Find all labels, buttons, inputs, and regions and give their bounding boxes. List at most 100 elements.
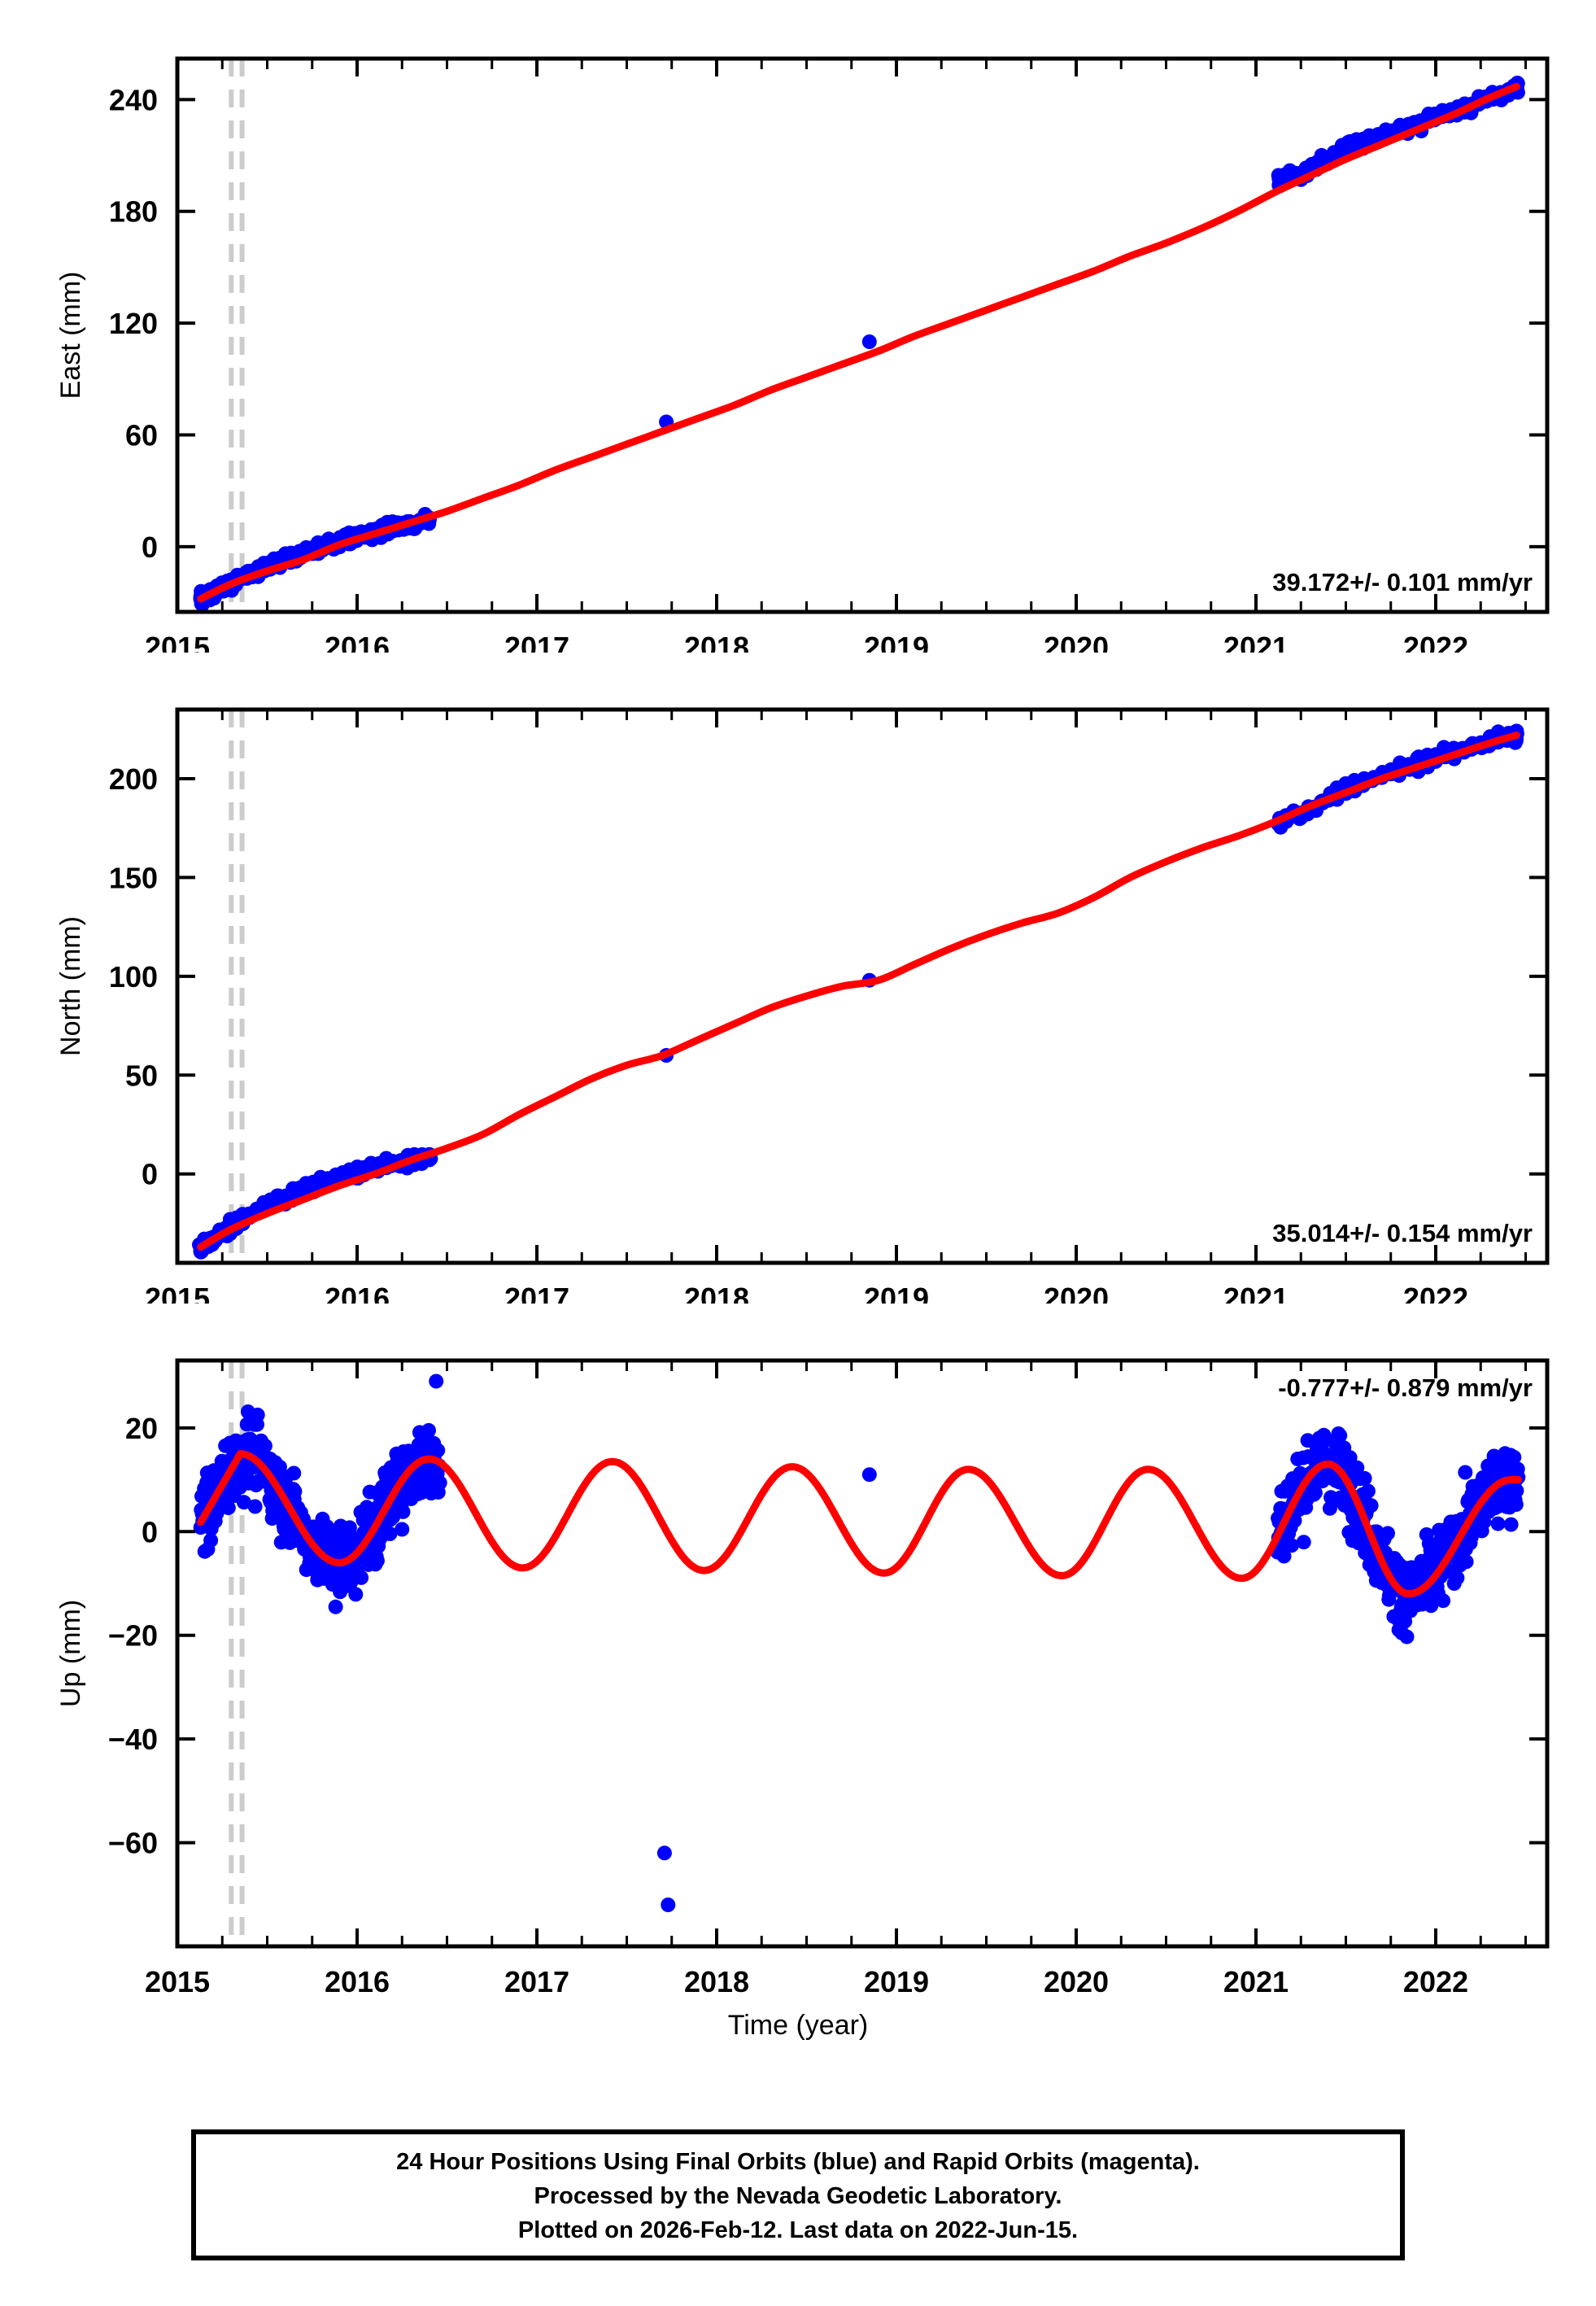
caption-line-3: Plotted on 2026-Feb-12. Last data on 202… [518, 2217, 1078, 2243]
xtick-label-up-2015: 2015 [145, 1965, 210, 1998]
data-point [203, 1533, 219, 1548]
data-point-outlier [861, 1467, 877, 1483]
data-point [430, 1443, 446, 1458]
data-point [1380, 1526, 1395, 1541]
mask-top [0, 1304, 1596, 1360]
ytick-label-up--60: −60 [108, 1827, 158, 1860]
ytick-label-up--20: −20 [108, 1619, 158, 1653]
data-point [395, 1504, 411, 1519]
yaxis-title-up: Up (mm) [55, 1600, 86, 1707]
yaxis-title-east: East (mm) [55, 272, 86, 400]
data-point-outlier [661, 1898, 676, 1912]
data-point [250, 1407, 265, 1422]
ytick-label-north-0: 0 [142, 1158, 158, 1191]
data-point [421, 1422, 436, 1438]
yaxis-title-north: North (mm) [55, 916, 86, 1056]
data-point [432, 1475, 447, 1491]
fit-line-north [197, 732, 1520, 1251]
data-point [1458, 1465, 1473, 1480]
data-point [1459, 1554, 1474, 1570]
xtick-label-up-2016: 2016 [325, 1965, 390, 1998]
data-point [1296, 1535, 1311, 1550]
ytick-label-east-180: 180 [109, 195, 158, 229]
data-point [1450, 1570, 1465, 1586]
data-point-outlier [429, 1374, 444, 1389]
data-point [1399, 1629, 1415, 1644]
data-point [1284, 1538, 1299, 1553]
ytick-label-north-50: 50 [125, 1059, 158, 1092]
plot-frame-north [175, 707, 1550, 1265]
plot-frame-up [175, 1358, 1550, 1949]
ytick-label-north-200: 200 [109, 762, 158, 796]
data-point [348, 1587, 364, 1602]
panel-up [0, 1304, 1596, 2003]
mask-left [0, 10, 177, 661]
mask-left [0, 1312, 177, 1995]
data-point [1350, 1460, 1365, 1475]
data-point [1503, 1517, 1519, 1532]
rate-annotation-up: -0.777+/- 0.879 mm/yr [1278, 1374, 1533, 1402]
xaxis-title: Time (year) [728, 2010, 869, 2041]
panel-north [0, 653, 1596, 1320]
ytick-label-east-60: 60 [125, 418, 158, 452]
data-point [1342, 1450, 1358, 1465]
ytick-label-up--40: −40 [108, 1723, 158, 1756]
data-point-outlier [656, 1845, 672, 1861]
data-point [1490, 1516, 1506, 1531]
data-point [1508, 1497, 1524, 1512]
xtick-label-up-2019: 2019 [864, 1965, 929, 1998]
data-point [247, 1499, 263, 1514]
data-point [354, 1570, 369, 1585]
data-point [382, 1526, 398, 1541]
ytick-label-north-100: 100 [109, 960, 158, 994]
mask-right [1547, 10, 1596, 661]
ytick-label-east-0: 0 [142, 531, 158, 564]
data-point [328, 1599, 343, 1614]
data-point [286, 1465, 302, 1481]
data-point [1332, 1428, 1348, 1443]
mask-bottom [0, 1946, 1596, 2003]
data-point [257, 1438, 273, 1453]
data-point [1424, 1598, 1439, 1614]
caption-line-1: 24 Hour Positions Using Final Orbits (bl… [396, 2149, 1200, 2175]
mask-right [1547, 661, 1596, 1312]
fit-line-up [197, 1449, 1523, 1598]
xtick-label-up-2018: 2018 [684, 1965, 749, 1998]
rate-annotation-east: 39.172+/- 0.101 mm/yr [1272, 568, 1533, 596]
data-point [1509, 1483, 1524, 1498]
data-point [1287, 1513, 1302, 1528]
data-point [1507, 1449, 1522, 1465]
data-point [236, 1495, 251, 1510]
xtick-label-up-2017: 2017 [504, 1965, 569, 1998]
data-point [1316, 1427, 1332, 1443]
data-point [1363, 1498, 1379, 1513]
mask-top [0, 2, 1596, 59]
fit-line-east [197, 82, 1520, 603]
xtick-label-up-2021: 2021 [1223, 1965, 1289, 1998]
ytick-label-up-0: 0 [142, 1515, 158, 1548]
xtick-label-up-2022: 2022 [1403, 1965, 1468, 1998]
data-point [220, 1500, 236, 1516]
data-point [861, 334, 877, 349]
plot-frame-east [175, 56, 1550, 614]
xtick-label-up-2020: 2020 [1044, 1965, 1109, 1998]
data-point [1276, 1548, 1292, 1564]
caption-line-2: Processed by the Nevada Geodetic Laborat… [534, 2183, 1062, 2209]
data-point [1307, 1485, 1323, 1500]
ytick-label-up-20: 20 [125, 1412, 158, 1445]
mask-left [0, 661, 177, 1312]
ytick-label-north-150: 150 [109, 861, 158, 894]
mask-top [0, 653, 1596, 710]
panel-east [0, 2, 1596, 669]
data-point [1436, 1593, 1451, 1609]
data-point [1357, 1470, 1372, 1486]
ytick-label-east-120: 120 [109, 307, 158, 340]
data-point [395, 1522, 410, 1537]
data-point [1360, 1483, 1376, 1499]
data-point [369, 1553, 385, 1568]
ytick-label-east-240: 240 [109, 83, 158, 116]
caption-box [191, 2129, 1405, 2260]
rate-annotation-north: 35.014+/- 0.154 mm/yr [1272, 1219, 1533, 1247]
